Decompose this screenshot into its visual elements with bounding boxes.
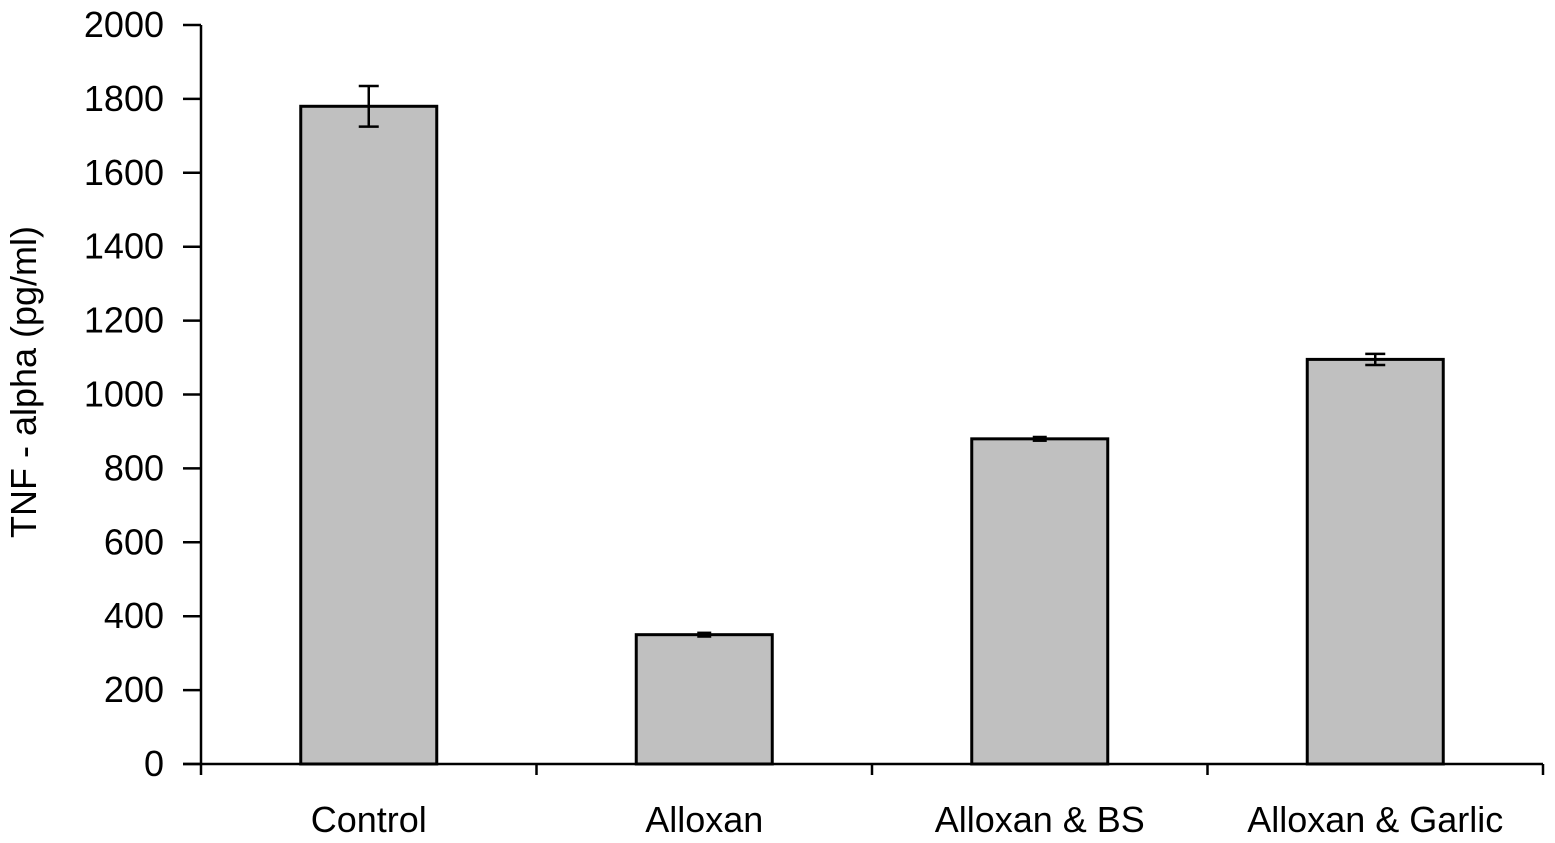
y-tick-label: 1600 <box>84 152 164 193</box>
y-tick-label: 400 <box>104 595 164 636</box>
y-tick-label: 1400 <box>84 226 164 267</box>
y-tick-label: 2000 <box>84 4 164 45</box>
bar <box>299 104 439 766</box>
y-tick-label: 1800 <box>84 78 164 119</box>
bar <box>634 633 774 766</box>
x-tick-label: Alloxan & BS <box>935 799 1145 840</box>
y-tick-label: 600 <box>104 521 164 562</box>
x-tick-label: Alloxan & Garlic <box>1247 799 1503 840</box>
y-axis-title: TNF - alpha (pg/ml) <box>3 226 44 538</box>
bar <box>1305 357 1445 766</box>
y-tick-label: 0 <box>144 743 164 784</box>
x-tick-label: Control <box>311 799 427 840</box>
y-tick-label: 1000 <box>84 374 164 415</box>
bar <box>970 437 1110 766</box>
plot-area: Control Alloxan Alloxan & BS Alloxan & Garl… <box>84 4 1545 840</box>
x-tick-label: Alloxan <box>645 799 763 840</box>
y-tick-label: 800 <box>104 447 164 488</box>
y-tick-label: 1200 <box>84 300 164 341</box>
y-tick-label: 200 <box>104 669 164 710</box>
